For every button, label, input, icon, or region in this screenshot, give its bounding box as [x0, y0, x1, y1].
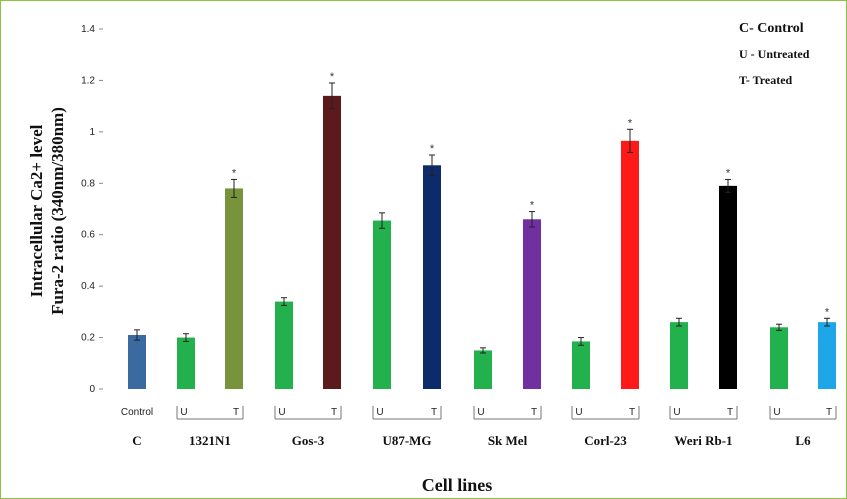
- bar: [670, 322, 688, 389]
- sub-label-untreated: U: [278, 407, 285, 418]
- bar: [818, 322, 836, 389]
- bar: [373, 220, 391, 389]
- sub-label-untreated: U: [575, 407, 582, 418]
- y-axis-title: Intracellular Ca2+ level Fura-2 ratio (3…: [27, 107, 67, 315]
- category-label: Corl-23: [584, 433, 627, 448]
- y-tick-label: 1.4: [81, 24, 95, 35]
- sub-label-control: Control: [121, 407, 153, 418]
- sub-label-untreated: U: [477, 407, 484, 418]
- sub-label-treated: T: [826, 407, 832, 418]
- y-tick-label: 1.2: [81, 75, 95, 86]
- sub-label-untreated: U: [773, 407, 780, 418]
- bar: [523, 219, 541, 389]
- bar: [474, 350, 492, 389]
- category-label: Sk Mel: [488, 433, 528, 448]
- y-axis-label-line1: Intracellular Ca2+ level: [27, 124, 46, 297]
- bar: [225, 188, 243, 389]
- category-label: L6: [795, 433, 811, 448]
- significance-star: *: [330, 71, 335, 83]
- significance-star: *: [232, 167, 237, 179]
- bar: [275, 301, 293, 389]
- legend-entry-control: C- Control: [739, 21, 804, 36]
- y-tick-label: 0.6: [81, 230, 95, 241]
- x-axis-categories: Control C U T 1321N1 U T Gos-3 U T U87-MG U T Sk Mel U…: [121, 406, 837, 448]
- x-axis-label: Cell lines: [422, 475, 493, 495]
- bar: [770, 327, 788, 389]
- y-tick-label: 0.4: [81, 281, 95, 292]
- y-axis: 0 0.2 0.4 0.6 0.8 1 1.2 1.4: [81, 24, 103, 395]
- y-tick-label: 0: [89, 384, 95, 395]
- bars-layer: * * * * * * *: [128, 71, 836, 389]
- sub-label-treated: T: [531, 407, 537, 418]
- sub-label-untreated: U: [673, 407, 680, 418]
- sub-label-treated: T: [629, 407, 635, 418]
- y-tick-label: 0.8: [81, 178, 95, 189]
- bar: [423, 165, 441, 389]
- significance-star: *: [628, 117, 633, 129]
- significance-star: *: [726, 167, 731, 179]
- y-tick-label: 1: [89, 127, 95, 138]
- sub-label-untreated: U: [180, 407, 187, 418]
- sub-label-untreated: U: [376, 407, 383, 418]
- category-label: U87-MG: [382, 433, 431, 448]
- category-label: Weri Rb-1: [674, 433, 732, 448]
- bar: [177, 337, 195, 389]
- bar: [719, 185, 737, 389]
- bar: [621, 140, 639, 389]
- category-label: Gos-3: [292, 433, 325, 448]
- legend-entry-untreated: U - Untreated: [739, 47, 810, 61]
- sub-label-treated: T: [431, 407, 437, 418]
- sub-label-treated: T: [233, 407, 239, 418]
- y-tick-label: 0.2: [81, 333, 95, 344]
- legend-entry-treated: T- Treated: [739, 73, 793, 87]
- bar: [323, 95, 341, 389]
- category-label: C: [132, 433, 141, 448]
- significance-star: *: [430, 143, 435, 155]
- bar: [128, 335, 146, 389]
- category-label: 1321N1: [189, 433, 231, 448]
- significance-star: *: [530, 200, 535, 212]
- bar: [572, 341, 590, 389]
- legend: C- Control U - Untreated T- Treated: [739, 21, 810, 87]
- sub-label-treated: T: [331, 407, 337, 418]
- sub-label-treated: T: [727, 407, 733, 418]
- significance-star: *: [825, 306, 830, 318]
- y-axis-label-line2: Fura-2 ratio (340nm/380nm): [48, 107, 67, 315]
